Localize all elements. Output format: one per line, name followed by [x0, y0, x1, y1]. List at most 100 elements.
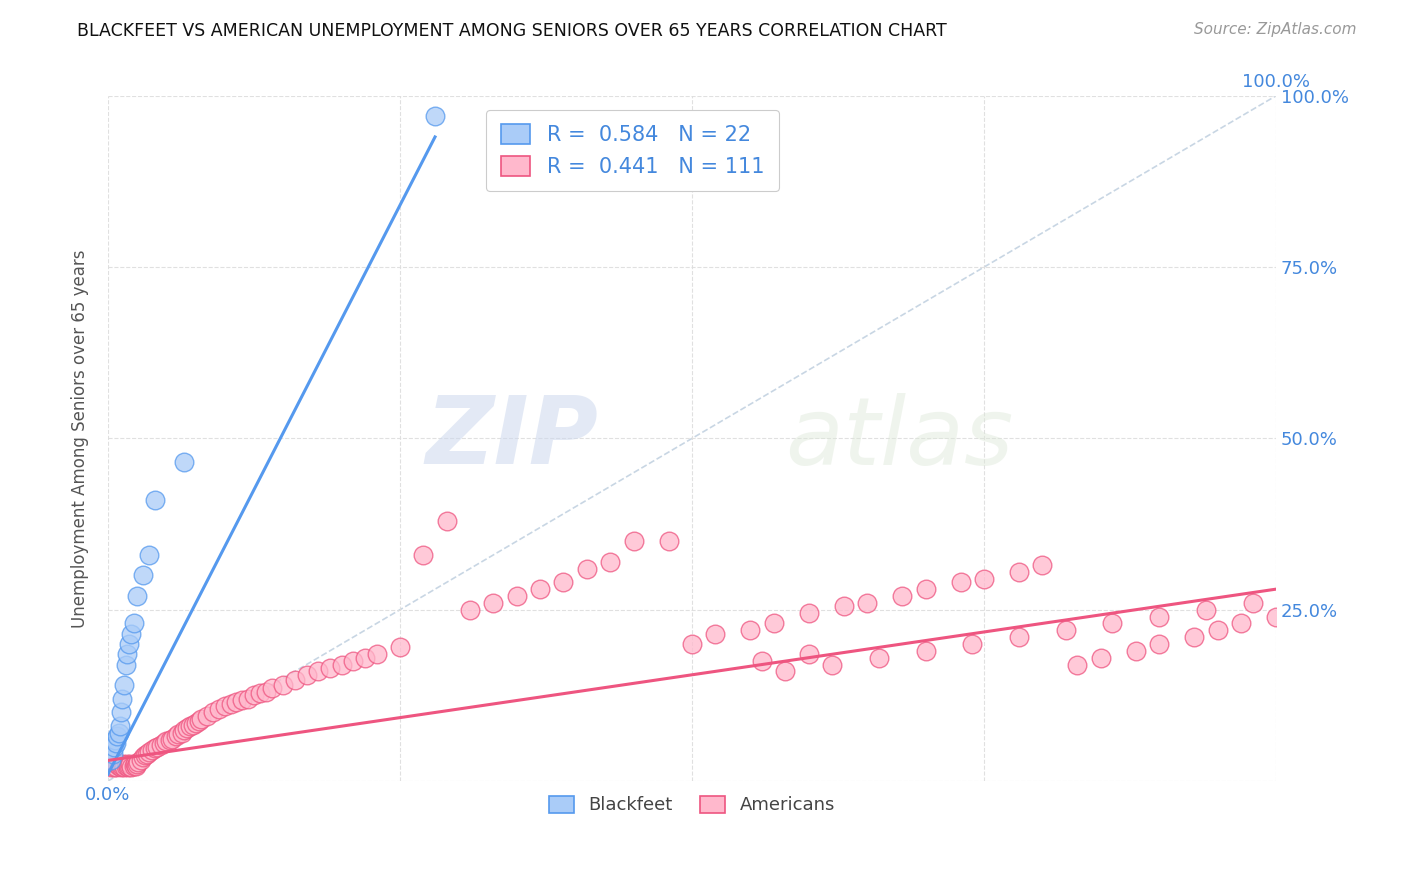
Point	[101, 747, 124, 761]
Point	[1182, 630, 1205, 644]
Point	[103, 760, 125, 774]
Point	[115, 647, 138, 661]
Point	[797, 647, 820, 661]
Point	[832, 599, 855, 614]
Point	[575, 561, 598, 575]
Point	[1031, 558, 1053, 573]
Point	[153, 736, 176, 750]
Point	[173, 455, 195, 469]
Point	[1090, 650, 1112, 665]
Point	[179, 719, 201, 733]
Point	[1147, 609, 1170, 624]
Point	[1195, 603, 1218, 617]
Point	[143, 493, 166, 508]
Point	[181, 718, 204, 732]
Point	[138, 745, 160, 759]
Point	[1265, 609, 1288, 624]
Point	[295, 667, 318, 681]
Point	[260, 681, 283, 696]
Point	[482, 596, 505, 610]
Point	[1066, 657, 1088, 672]
Point	[118, 759, 141, 773]
Point	[108, 719, 131, 733]
Point	[159, 732, 181, 747]
Point	[141, 743, 163, 757]
Point	[208, 702, 231, 716]
Text: ZIP: ZIP	[426, 392, 599, 484]
Text: BLACKFEET VS AMERICAN UNEMPLOYMENT AMONG SENIORS OVER 65 YEARS CORRELATION CHART: BLACKFEET VS AMERICAN UNEMPLOYMENT AMONG…	[77, 22, 948, 40]
Point	[681, 637, 703, 651]
Point	[249, 686, 271, 700]
Point	[100, 754, 122, 768]
Point	[354, 650, 377, 665]
Point	[914, 644, 936, 658]
Text: atlas: atlas	[786, 392, 1014, 484]
Point	[342, 654, 364, 668]
Point	[1241, 596, 1264, 610]
Point	[775, 665, 797, 679]
Point	[124, 756, 146, 771]
Point	[740, 624, 762, 638]
Point	[184, 715, 207, 730]
Point	[107, 759, 129, 773]
Point	[658, 534, 681, 549]
Point	[146, 739, 169, 754]
Point	[704, 626, 727, 640]
Legend: Blackfeet, Americans: Blackfeet, Americans	[540, 787, 844, 823]
Point	[1206, 624, 1229, 638]
Point	[243, 689, 266, 703]
Point	[553, 575, 575, 590]
Point	[160, 731, 183, 746]
Point	[167, 727, 190, 741]
Point	[112, 756, 135, 771]
Point	[506, 589, 529, 603]
Point	[100, 760, 122, 774]
Point	[868, 650, 890, 665]
Point	[105, 756, 128, 771]
Point	[120, 756, 142, 771]
Point	[173, 723, 195, 737]
Point	[219, 698, 242, 712]
Point	[1054, 624, 1077, 638]
Point	[111, 691, 134, 706]
Point	[762, 616, 785, 631]
Point	[190, 712, 212, 726]
Point	[122, 759, 145, 773]
Point	[412, 548, 434, 562]
Point	[117, 760, 139, 774]
Point	[120, 626, 142, 640]
Y-axis label: Unemployment Among Seniors over 65 years: Unemployment Among Seniors over 65 years	[72, 249, 89, 628]
Point	[103, 739, 125, 754]
Point	[797, 606, 820, 620]
Point	[155, 734, 177, 748]
Point	[236, 691, 259, 706]
Point	[436, 514, 458, 528]
Point	[112, 678, 135, 692]
Point	[388, 640, 411, 655]
Point	[751, 654, 773, 668]
Point	[107, 726, 129, 740]
Point	[225, 695, 247, 709]
Point	[271, 678, 294, 692]
Point	[110, 706, 132, 720]
Point	[973, 572, 995, 586]
Point	[949, 575, 972, 590]
Point	[962, 637, 984, 651]
Point	[188, 714, 211, 728]
Point	[105, 760, 128, 774]
Point	[623, 534, 645, 549]
Point	[231, 693, 253, 707]
Point	[529, 582, 551, 596]
Point	[149, 739, 172, 753]
Point	[138, 548, 160, 562]
Text: Source: ZipAtlas.com: Source: ZipAtlas.com	[1194, 22, 1357, 37]
Point	[114, 657, 136, 672]
Point	[114, 759, 136, 773]
Point	[307, 665, 329, 679]
Point	[1125, 644, 1147, 658]
Point	[599, 555, 621, 569]
Point	[127, 589, 149, 603]
Point	[125, 759, 148, 773]
Point	[891, 589, 914, 603]
Point	[254, 685, 277, 699]
